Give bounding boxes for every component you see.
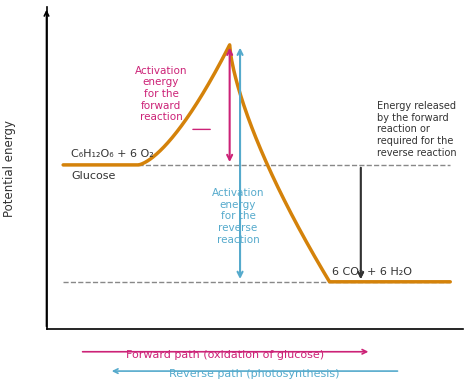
Text: Glucose: Glucose <box>72 171 116 181</box>
Text: Activation
energy
for the
reverse
reaction: Activation energy for the reverse reacti… <box>212 188 264 245</box>
Text: 6 CO₂ + 6 H₂O: 6 CO₂ + 6 H₂O <box>332 267 411 277</box>
Text: Energy released
by the forward
reaction or
required for the
reverse reaction: Energy released by the forward reaction … <box>377 101 457 157</box>
Text: Activation
energy
for the
forward
reaction: Activation energy for the forward reacti… <box>135 66 187 122</box>
Text: Potential energy: Potential energy <box>2 119 16 216</box>
Text: Reverse path (photosynthesis): Reverse path (photosynthesis) <box>169 370 340 380</box>
Text: C₆H₁₂O₆ + 6 O₂: C₆H₁₂O₆ + 6 O₂ <box>72 149 154 159</box>
Text: Forward path (oxidation of glucose): Forward path (oxidation of glucose) <box>127 350 325 360</box>
